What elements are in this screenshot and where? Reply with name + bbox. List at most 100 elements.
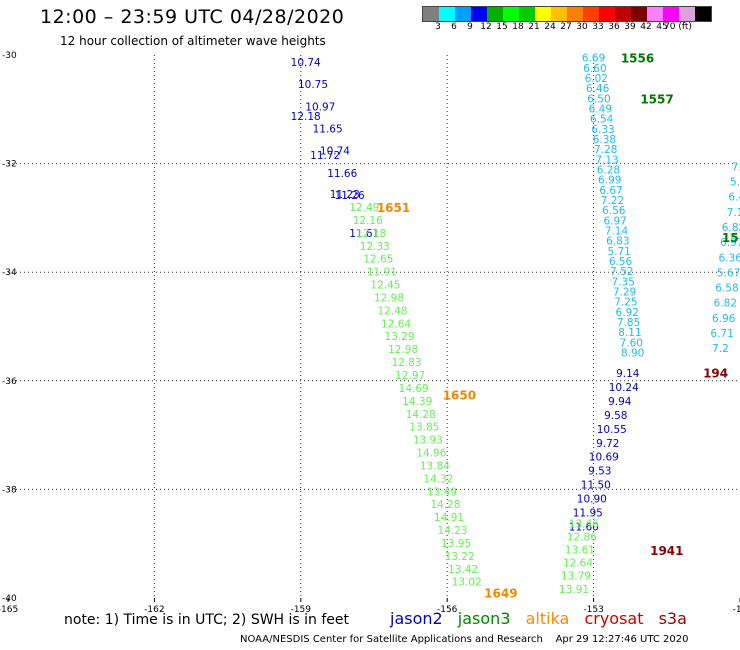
color-scale-label: 12 xyxy=(480,22,492,32)
legend-cryosat: cryosat xyxy=(584,609,644,628)
wave-height-label: 6.97 xyxy=(603,215,626,227)
color-scale-label: 3 xyxy=(435,22,441,32)
wave-height-label: 5.71 xyxy=(607,246,630,258)
color-scale-label: 27 xyxy=(560,22,572,32)
wave-height-label: 12.86 xyxy=(567,532,597,544)
wave-height-label: 12.97 xyxy=(395,370,425,382)
wave-height-label: 11.61 xyxy=(349,228,379,240)
wave-height-label: 6.58 xyxy=(715,283,738,295)
legend-jason3: jason3 xyxy=(457,609,511,628)
wave-height-label: 5.67 xyxy=(717,267,740,279)
color-scale-label: 9 xyxy=(467,22,473,32)
wave-height-label: 12.83 xyxy=(392,357,422,369)
wave-height-label: 13.22 xyxy=(445,551,475,563)
wave-height-label: 6.69 xyxy=(582,53,605,65)
legend-jason2: jason2 xyxy=(390,609,443,628)
wave-height-label: 13.61 xyxy=(565,545,595,557)
pass-number-label: 1556 xyxy=(621,52,654,66)
wave-height-label: 12.98 xyxy=(388,344,418,356)
wave-height-label: 7.52 xyxy=(610,266,633,278)
wave-height-label: 10.55 xyxy=(597,424,627,436)
color-swatch xyxy=(551,7,567,21)
pass-number-label: 15 xyxy=(722,231,739,245)
pass-number-label: 1649 xyxy=(484,587,517,601)
pass-number-label: 1651 xyxy=(377,201,410,215)
wave-height-label: 13.49 xyxy=(427,486,457,498)
x-tick-label: -15 xyxy=(733,605,740,615)
wave-height-label: 9.72 xyxy=(596,438,619,450)
wave-height-label: 11.60 xyxy=(569,521,599,533)
wave-height-label: 7.5 xyxy=(732,161,740,173)
wave-height-label: 13.85 xyxy=(409,422,439,434)
wave-height-label: 13.79 xyxy=(561,571,591,583)
color-swatch xyxy=(599,7,615,21)
color-scale-label: 45 xyxy=(656,22,668,32)
legend-altika: altika xyxy=(525,609,570,628)
wave-height-label: 8.90 xyxy=(621,348,644,360)
color-swatch xyxy=(615,7,631,21)
wave-height-label: 10.97 xyxy=(305,101,335,113)
color-swatch xyxy=(535,7,551,21)
wave-height-label: 11.91 xyxy=(367,267,397,279)
wave-height-label: 11.50 xyxy=(581,480,611,492)
pass-number-label: 194 xyxy=(703,367,728,381)
color-scale-labels: 3 6 9 12 15 18 21 24 27 30 33 36 39 42 45 70 (ft) xyxy=(422,22,730,34)
wave-height-label: 13.95 xyxy=(441,538,471,550)
wave-height-label: 6.60 xyxy=(583,63,606,75)
wave-height-label: 12.45 xyxy=(370,280,400,292)
wave-height-label: 6.92 xyxy=(616,307,639,319)
color-scale-label: 24 xyxy=(544,22,556,32)
wave-height-label: 6.38 xyxy=(593,134,616,146)
wave-height-label: 7.1 xyxy=(727,207,740,219)
wave-height-label: 11.72 xyxy=(310,150,340,162)
wave-height-label: 9.14 xyxy=(616,368,640,380)
wave-height-label: 13.93 xyxy=(413,435,443,447)
wave-height-label: 7.85 xyxy=(617,317,640,329)
wave-height-label: 6.28 xyxy=(597,165,620,177)
wave-height-label: 14.96 xyxy=(416,448,446,460)
wave-height-label: 6.4 xyxy=(728,192,740,204)
wave-height-label: 9.53 xyxy=(588,466,611,478)
wave-height-label: 5.9 xyxy=(730,176,740,188)
y-tick-label: -34 xyxy=(2,268,17,278)
x-tick-label: -162 xyxy=(144,605,164,615)
x-tick-label: -153 xyxy=(583,605,603,615)
wave-height-label: 12.18 xyxy=(291,111,321,123)
chart-title: 12:00 – 23:59 UTC 04/28/2020 xyxy=(40,6,345,28)
color-swatch xyxy=(567,7,583,21)
color-scale-label: 70 (ft) xyxy=(664,22,692,32)
pass-number-label: 1557 xyxy=(640,92,673,106)
legend-s3a: s3a xyxy=(658,609,687,628)
x-tick-label: -159 xyxy=(291,605,312,615)
color-swatch xyxy=(423,7,439,21)
wave-height-label: 14.32 xyxy=(423,473,453,485)
wave-height-label: 13.46 xyxy=(569,519,599,531)
wave-height-label: 6.02 xyxy=(585,73,608,85)
pass-number-label: 1650 xyxy=(443,388,476,402)
y-tick-label: -32 xyxy=(2,160,17,170)
color-scale-label: 6 xyxy=(451,22,457,32)
y-tick-label: -38 xyxy=(2,485,17,495)
color-scale-label: 18 xyxy=(512,22,524,32)
wave-height-label: 10.90 xyxy=(577,493,607,505)
wave-height-label: 7.22 xyxy=(601,195,624,207)
wave-height-label: 6.46 xyxy=(586,83,610,95)
wave-height-label: 7.29 xyxy=(613,287,636,299)
wave-height-label: 13.84 xyxy=(420,460,450,472)
wave-height-label: 6.56 xyxy=(609,256,633,268)
color-swatch xyxy=(519,7,535,21)
y-tick-label: -36 xyxy=(2,377,17,387)
color-swatch xyxy=(471,7,487,21)
color-scale-label: 30 xyxy=(576,22,588,32)
wave-height-label: 6.67 xyxy=(599,185,622,197)
wave-height-label: 6.33 xyxy=(591,124,614,136)
wave-height-label: 7.13 xyxy=(595,154,618,166)
wave-height-label: 7.25 xyxy=(614,297,637,309)
wave-height-label: 12.49 xyxy=(349,202,379,214)
wave-height-label: 12.64 xyxy=(563,558,593,570)
wave-height-label: 6.71 xyxy=(710,328,733,340)
wave-height-label: 6.56 xyxy=(602,205,626,217)
color-scale-label: 33 xyxy=(592,22,604,32)
wave-height-label: 13.02 xyxy=(452,577,482,589)
